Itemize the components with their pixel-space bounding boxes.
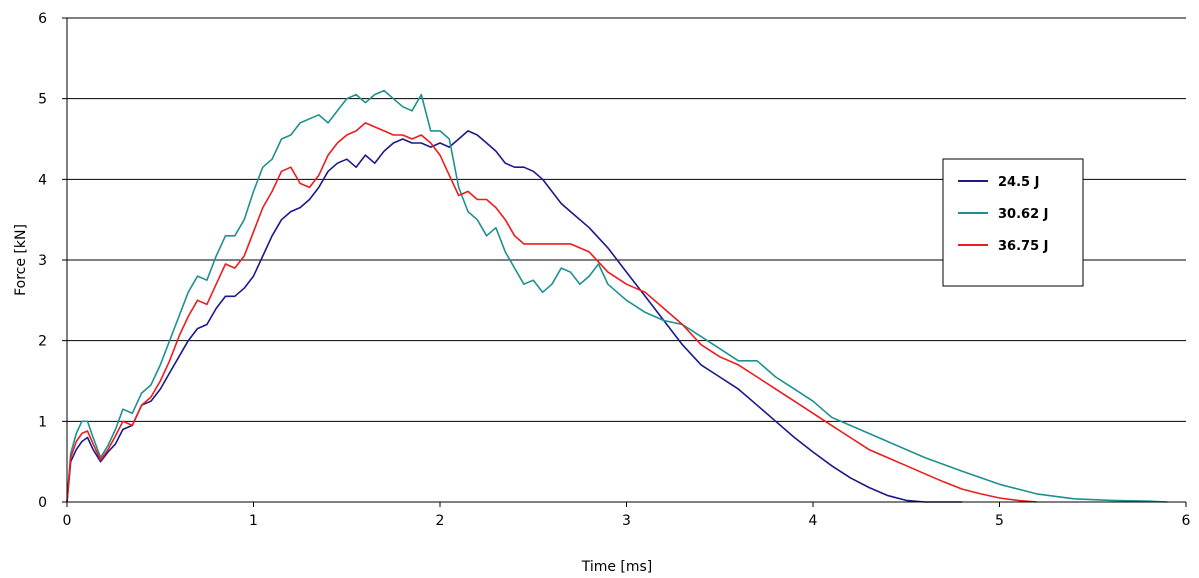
y-tick-label: 3 (38, 253, 47, 269)
x-tick-label: 4 (809, 513, 818, 529)
x-tick-labels: 0 1 2 3 4 5 6 (63, 513, 1191, 529)
y-tick-labels: 0 1 2 3 4 5 6 (38, 11, 47, 511)
plot-series (66, 89, 1168, 503)
y-tick-label: 0 (38, 495, 47, 511)
x-tick-label: 1 (249, 513, 258, 529)
y-tick-label: 5 (38, 92, 47, 108)
axes (62, 17, 1187, 507)
x-axis-title: Time [ms] (581, 559, 653, 575)
x-tick-label: 6 (1182, 513, 1191, 529)
legend-label: 30.62 J (998, 207, 1048, 222)
series-line-1 (66, 130, 963, 503)
y-tick-label: 2 (38, 334, 47, 350)
legend: 24.5 J 30.62 J 36.75 J (942, 158, 1084, 287)
series-line-3 (66, 122, 1037, 503)
legend-label: 24.5 J (998, 175, 1039, 190)
series-line-2 (66, 89, 1168, 503)
y-tick-label: 6 (38, 11, 47, 27)
gridlines (67, 17, 1186, 422)
y-tick-label: 1 (38, 414, 47, 430)
legend-label: 36.75 J (998, 239, 1048, 254)
x-tick-label: 2 (436, 513, 445, 529)
x-tick-label: 5 (995, 513, 1004, 529)
y-tick-label: 4 (38, 172, 47, 188)
y-axis-title: Force [kN] (13, 224, 29, 296)
x-tick-label: 3 (622, 513, 631, 529)
x-tick-label: 0 (63, 513, 72, 529)
